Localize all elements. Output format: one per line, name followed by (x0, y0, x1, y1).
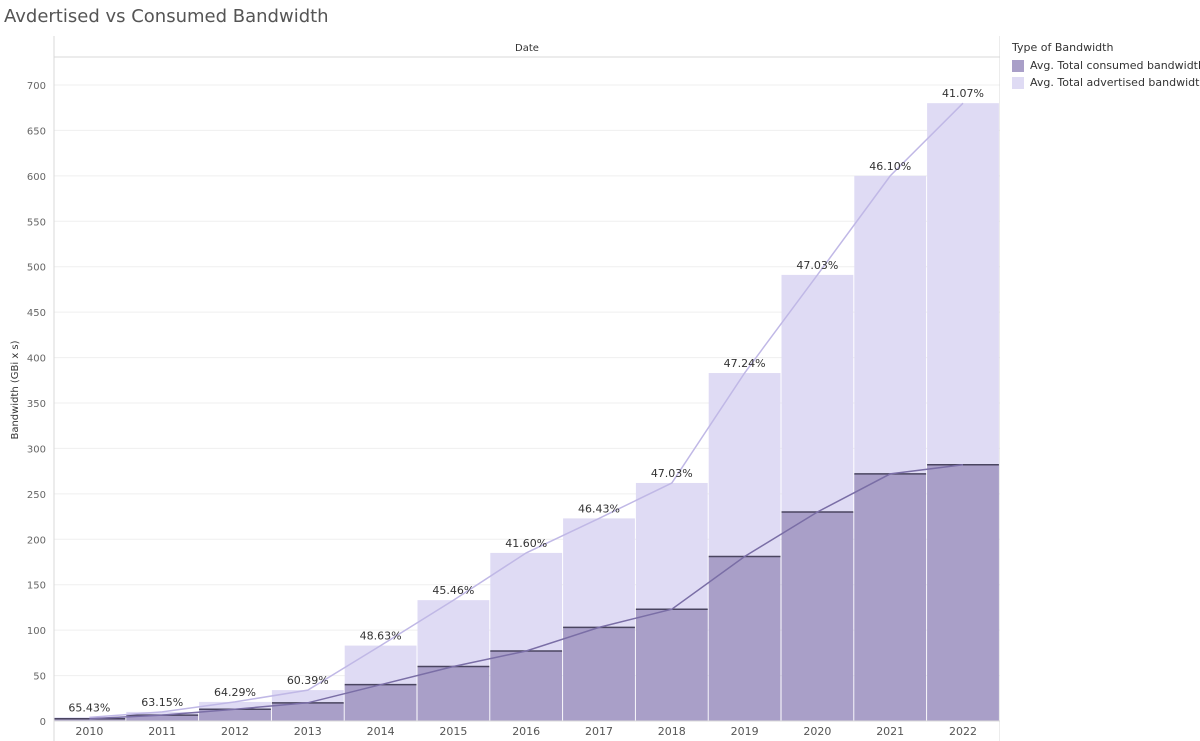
bar-consumed (344, 684, 417, 721)
bar-consumed (126, 715, 199, 721)
legend-item-consumed[interactable]: Avg. Total consumed bandwidth (1012, 57, 1200, 74)
legend-label-consumed: Avg. Total consumed bandwidth (1030, 59, 1200, 72)
bar-consumed (490, 651, 563, 721)
bar-consumed (53, 718, 126, 721)
y-tick-label: 400 (27, 354, 46, 365)
legend-swatch-advertised (1012, 76, 1024, 89)
pct-label: 64.29% (214, 686, 256, 699)
x-tick-label: 2022 (949, 725, 977, 738)
y-tick-label: 600 (27, 172, 46, 183)
trend-line-consumed (89, 464, 964, 720)
bars (53, 103, 999, 721)
y-tick-label: 0 (40, 717, 46, 728)
x-tick-label: 2021 (876, 725, 904, 738)
y-tick-label: 50 (33, 672, 46, 683)
header-date: Date (515, 43, 539, 54)
x-tick-label: 2016 (512, 725, 540, 738)
y-tick-label: 250 (27, 490, 46, 501)
trend-lines (89, 102, 964, 720)
pct-label: 47.24% (724, 357, 766, 370)
x-tick-label: 2019 (731, 725, 759, 738)
y-axis-title: Bandwidth (GBi x s) (10, 340, 21, 439)
axes: Date 0 50 100 150 200 250 300 350 400 450 500 550 600… (10, 36, 1000, 741)
pct-label: 63.15% (141, 696, 183, 709)
pct-label: 60.39% (287, 674, 329, 687)
legend-item-advertised[interactable]: Avg. Total advertised bandwidth (1012, 74, 1200, 91)
x-tick-label: 2018 (658, 725, 686, 738)
x-tick-label: 2013 (294, 725, 322, 738)
x-tick-label: 2010 (75, 725, 103, 738)
legend-swatch-consumed (1012, 59, 1024, 72)
bar-consumed (271, 702, 344, 721)
x-tick-label: 2012 (221, 725, 249, 738)
bar-consumed (417, 666, 490, 721)
y-tick-label: 450 (27, 308, 46, 319)
x-tick-label: 2020 (803, 725, 831, 738)
x-tick-label: 2014 (367, 725, 395, 738)
bar-consumed (708, 556, 781, 721)
bar-consumed (854, 473, 927, 721)
pct-label: 47.03% (651, 467, 693, 480)
pct-label: 41.60% (505, 537, 547, 550)
y-tick-label: 550 (27, 217, 46, 228)
bar-consumed (927, 464, 999, 721)
y-tick-label: 650 (27, 126, 46, 137)
legend: Type of Bandwidth Avg. Total consumed ba… (1012, 41, 1200, 91)
chart-title: Avdertised vs Consumed Bandwidth (4, 6, 329, 27)
pct-label: 47.03% (796, 259, 838, 272)
x-tick-label: 2011 (148, 725, 176, 738)
pct-label: 48.63% (360, 630, 402, 643)
legend-label-advertised: Avg. Total advertised bandwidth (1030, 76, 1200, 89)
bar-consumed (781, 512, 854, 721)
x-tick-label: 2015 (439, 725, 467, 738)
x-tick-label: 2017 (585, 725, 613, 738)
pct-label: 41.07% (942, 87, 984, 100)
legend-title: Type of Bandwidth (1012, 41, 1114, 54)
pct-label: 46.10% (869, 160, 911, 173)
y-tick-label: 100 (27, 626, 46, 637)
y-tick-label: 350 (27, 399, 46, 410)
y-tick-label: 200 (27, 535, 46, 546)
y-tick-label: 300 (27, 444, 46, 455)
pct-label: 46.43% (578, 502, 620, 515)
y-tick-label: 500 (27, 263, 46, 274)
y-tick-label: 700 (27, 81, 46, 92)
y-tick-label: 150 (27, 581, 46, 592)
trend-line-advertised (89, 102, 964, 719)
bar-consumed (563, 627, 635, 721)
pct-label: 65.43% (68, 701, 110, 714)
bar-consumed (199, 709, 271, 721)
pct-label: 45.46% (432, 584, 474, 597)
bandwidth-chart: Date 0 50 100 150 200 250 300 350 400 450 500 550 600… (10, 36, 1000, 741)
bar-consumed (635, 609, 708, 721)
data-labels: 65.43% 63.15% 64.29% 60.39% 48.63% 45.46% 41.6… (68, 87, 984, 714)
